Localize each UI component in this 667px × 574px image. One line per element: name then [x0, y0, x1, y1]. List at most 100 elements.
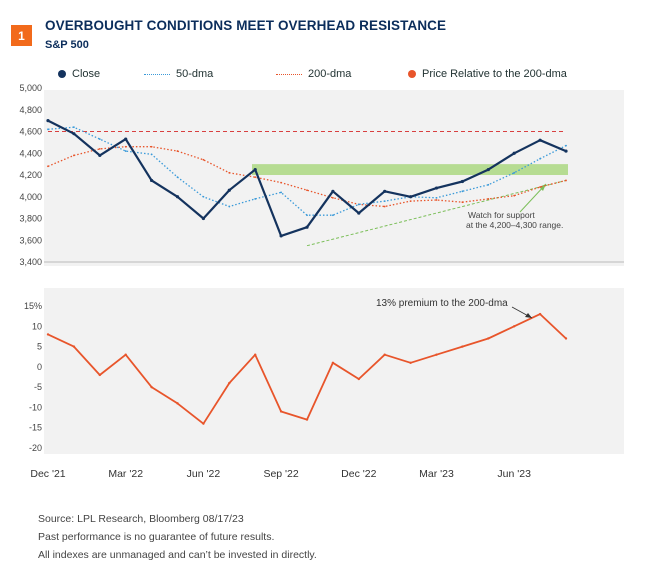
close-data-point — [538, 138, 542, 142]
premium-annotation: 13% premium to the 200-dma — [376, 298, 508, 309]
200dma-data-point — [176, 150, 179, 152]
legend: Close 50-dma 200-dma Price Relative to t… — [44, 68, 624, 82]
50dma-data-point — [254, 198, 257, 200]
50dma-data-point — [306, 214, 308, 217]
relative-y-tick-label: 5 — [37, 342, 42, 352]
close-data-point — [150, 178, 154, 183]
close-data-point — [72, 132, 76, 136]
legend-200dma: 200-dma — [276, 68, 351, 80]
footnote-disclaimer: Past performance is no guarantee of futu… — [38, 531, 275, 543]
relative-data-point — [383, 353, 386, 356]
relative-data-point — [357, 377, 360, 381]
200dma-data-point — [254, 176, 257, 179]
200dma-data-point — [73, 154, 75, 157]
50dma-data-point — [73, 126, 75, 129]
50dma-data-point — [98, 138, 101, 141]
legend-50dma: 50-dma — [144, 68, 213, 80]
200dma-data-point — [150, 145, 153, 148]
dotted-line-icon — [144, 73, 170, 75]
200dma-data-point — [306, 189, 308, 192]
50dma-data-point — [487, 183, 490, 186]
footnote-indexes: All indexes are unmanaged and can’t be i… — [38, 549, 317, 561]
200dma-data-point — [332, 196, 334, 199]
price-y-tick-label: 4,000 — [19, 192, 42, 202]
legend-close: Close — [58, 68, 100, 80]
50dma-data-point — [202, 195, 205, 198]
close-data-point — [253, 167, 257, 172]
relative-y-tick-label: -10 — [29, 402, 42, 412]
relative-data-point — [98, 373, 102, 377]
50dma-data-point — [332, 214, 334, 217]
close-data-point — [124, 137, 128, 141]
50dma-data-point — [357, 203, 360, 206]
x-tick-label: Mar '23 — [419, 468, 454, 480]
legend-50dma-label: 50-dma — [176, 68, 214, 80]
support-annotation-line-2: at the 4,200–4,300 range. — [466, 220, 563, 230]
close-data-point — [434, 186, 439, 190]
close-data-point — [460, 179, 464, 184]
relative-y-tick-label: -5 — [34, 382, 42, 392]
support-arrowhead — [539, 184, 546, 191]
50dma-data-point — [383, 200, 386, 203]
price-panel — [44, 90, 624, 266]
relative-y-tick-label: -20 — [29, 443, 42, 453]
200dma-data-point — [98, 148, 101, 150]
close-marker-icon — [58, 70, 66, 78]
relative-data-point — [331, 361, 335, 364]
price-y-tick-label: 3,600 — [19, 235, 42, 245]
relative-y-tick-label: 0 — [37, 362, 42, 372]
50dma-data-point — [461, 190, 464, 193]
relative-data-point — [228, 381, 231, 385]
price-y-tick-label: 5,000 — [19, 83, 42, 93]
50dma-data-point — [435, 196, 438, 199]
relative-data-point — [176, 402, 179, 405]
relative-data-point — [124, 353, 127, 356]
relative-y-tick-label: 10 — [32, 321, 42, 331]
relative-data-point — [538, 312, 542, 316]
50dma-data-point — [565, 144, 567, 147]
close-data-point — [357, 211, 361, 215]
x-tick-label: Dec '22 — [341, 468, 376, 480]
200dma-data-point — [461, 201, 464, 204]
relative-data-point — [202, 422, 205, 425]
x-tick-label: Dec '21 — [30, 468, 65, 480]
200dma-data-point — [539, 186, 541, 188]
relative-data-point — [72, 345, 76, 348]
50dma-data-point — [539, 157, 541, 160]
relative-data-point — [46, 333, 50, 336]
200dma-data-point — [47, 165, 49, 168]
relative-series-line — [47, 313, 567, 425]
relative-data-point — [487, 337, 490, 340]
figure-number-badge: 1 — [11, 25, 32, 46]
200dma-data-point — [487, 198, 490, 200]
x-tick-label: Sep '22 — [263, 468, 298, 480]
price-y-tick-label: 3,400 — [19, 257, 42, 267]
50dma-data-point — [280, 191, 282, 194]
50dma-data-point — [47, 128, 49, 131]
relative-y-tick-label: 15% — [24, 301, 42, 311]
support-annotation-line-1: Watch for support — [468, 210, 535, 220]
200dma-data-point — [435, 199, 438, 201]
legend-close-label: Close — [72, 68, 101, 80]
footnote-source: Source: LPL Research, Bloomberg 08/17/23 — [38, 513, 244, 525]
support-trendline — [306, 179, 567, 247]
close-data-point — [512, 151, 516, 155]
relative-data-point — [254, 353, 257, 356]
close-data-point — [201, 216, 205, 221]
chart-title: OVERBOUGHT CONDITIONS MEET OVERHEAD RESI… — [45, 18, 447, 33]
price-y-tick-label: 4,400 — [19, 148, 42, 158]
200dma-data-point — [409, 200, 412, 203]
50dma-data-point — [513, 171, 516, 174]
price-y-tick-label: 4,200 — [19, 170, 42, 180]
x-tick-label: Jun '23 — [497, 468, 531, 480]
price-y-tick-label: 3,800 — [19, 214, 42, 224]
close-data-point — [331, 189, 335, 193]
close-data-point — [98, 153, 102, 158]
close-data-point — [305, 225, 309, 229]
close-data-point — [279, 234, 283, 238]
support-band — [252, 164, 568, 175]
legend-relative-label: Price Relative to the 200-dma — [422, 68, 567, 80]
200dma-data-point — [202, 158, 205, 161]
relative-data-point — [513, 325, 516, 328]
price-y-tick-label: 4,600 — [19, 127, 42, 137]
